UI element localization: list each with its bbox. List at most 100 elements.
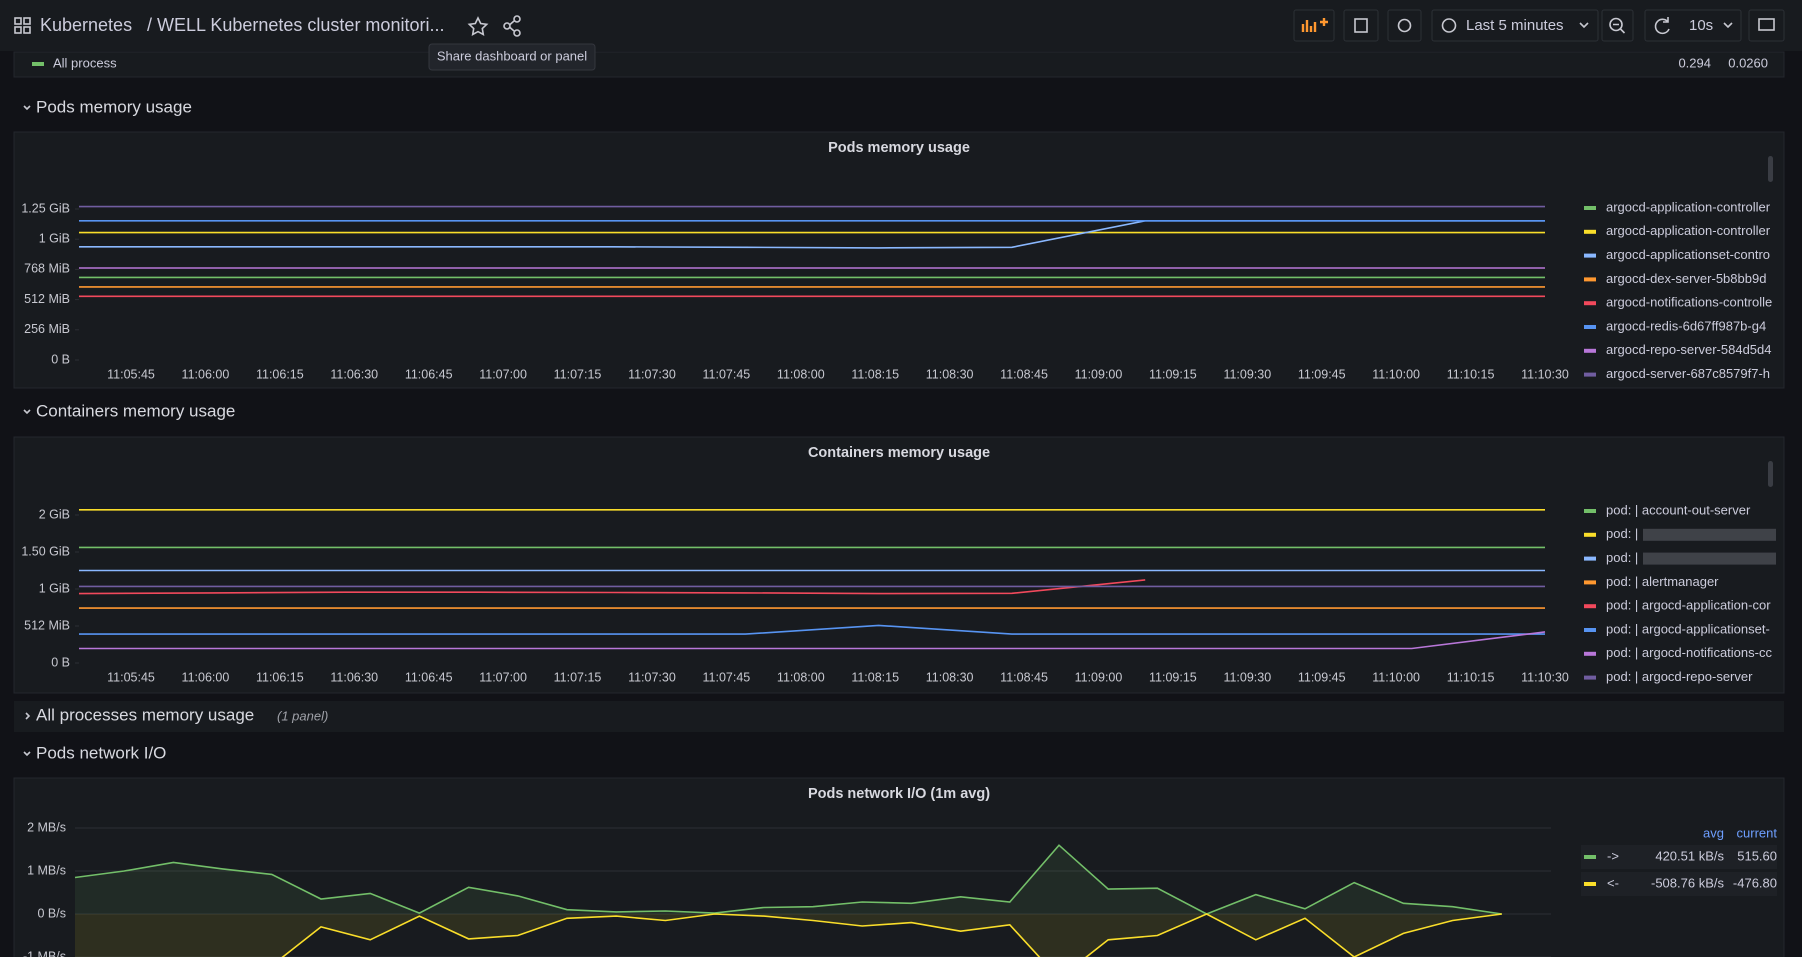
row-chevron[interactable] — [23, 105, 31, 111]
row-chevron[interactable] — [23, 751, 31, 757]
panel-tail — [13, 51, 1785, 78]
series-line — [78, 579, 1146, 595]
row-title[interactable]: Pods network I/O — [36, 743, 166, 762]
legend-value: 0.0260 — [1728, 55, 1768, 70]
row-title[interactable]: Pods memory usage — [36, 97, 192, 116]
x-tick-label: 11:05:45 — [107, 367, 155, 381]
x-tick-label: 11:10:30 — [1521, 367, 1569, 381]
legend-name: argocd-dex-server-5b8bb9d — [1606, 271, 1766, 286]
star-icon[interactable] — [467, 16, 489, 36]
legend-column-header: avg — [1703, 825, 1724, 840]
save-button[interactable] — [1343, 9, 1379, 42]
x-tick-label: 11:07:15 — [554, 367, 602, 381]
y-tick-label: 2 MB/s — [27, 820, 66, 834]
row-title[interactable]: All processes memory usage — [36, 705, 254, 724]
x-tick-label: 11:06:45 — [405, 670, 453, 684]
x-tick-label: 11:07:00 — [479, 367, 527, 381]
x-tick-label: 11:09:15 — [1149, 670, 1197, 684]
legend-marker — [1584, 277, 1596, 282]
y-tick-label: 512 MiB — [24, 292, 70, 306]
y-tick-label: 0 B — [51, 352, 70, 366]
x-tick-label: 11:09:45 — [1298, 367, 1346, 381]
panel-title: Pods memory usage — [828, 140, 970, 156]
legend-name: pod: | — [1606, 550, 1638, 565]
x-tick-label: 11:07:30 — [628, 367, 676, 381]
legend-name: argocd-application-controller — [1606, 199, 1771, 214]
collapsed-row — [14, 701, 1784, 732]
x-tick-label: 11:10:00 — [1372, 367, 1420, 381]
y-tick-label: 0 B/s — [38, 906, 67, 920]
legend: argocd-application-controller argocd-appl… — [1584, 199, 1772, 381]
y-tick-label: 0 B — [51, 655, 70, 669]
x-tick-label: 11:09:30 — [1223, 367, 1271, 381]
time-range: Last 5 minutes — [1466, 17, 1564, 34]
series-area — [75, 845, 1502, 914]
x-tick-label: 11:07:00 — [479, 670, 527, 684]
legend-current: -476.80 — [1733, 875, 1777, 890]
apps-icon[interactable] — [14, 17, 31, 34]
refresh-picker[interactable] — [1644, 9, 1742, 42]
legend-name: pod: | argocd-notifications-cc — [1606, 645, 1772, 660]
legend-name: pod: | argocd-application-cor — [1606, 598, 1771, 613]
time-picker[interactable] — [1431, 9, 1599, 42]
tv-mode-button[interactable] — [1748, 9, 1785, 42]
x-tick-label: 11:09:00 — [1075, 670, 1123, 684]
tooltip: Share dashboard or panel — [437, 48, 587, 63]
x-tick-label: 11:05:45 — [107, 670, 155, 684]
legend-marker — [1584, 532, 1596, 537]
y-tick-label: 1 GiB — [39, 581, 70, 595]
x-tick-label: 11:08:45 — [1000, 670, 1048, 684]
legend-marker — [1584, 229, 1596, 234]
zoom-out-button[interactable] — [1601, 9, 1634, 42]
x-tick-label: 11:10:15 — [1447, 670, 1495, 684]
series-area — [75, 914, 1502, 957]
breadcrumb-root[interactable]: Kubernetes — [40, 15, 132, 35]
legend: avg current -> 420.51 kB/s 515.60 <- -508.76 k… — [1581, 825, 1777, 896]
x-tick-label: 11:06:30 — [330, 670, 378, 684]
x-tick-label: 11:06:15 — [256, 367, 304, 381]
row-chevron[interactable] — [23, 409, 31, 415]
share-icon[interactable] — [503, 15, 521, 37]
x-tick-label: 11:08:00 — [777, 670, 825, 684]
legend-avg: 420.51 kB/s — [1655, 848, 1724, 863]
legend-name: argocd-redis-6d67ff987b-g4 — [1606, 318, 1766, 333]
legend-column-header: current — [1737, 825, 1778, 840]
settings-button[interactable] — [1387, 9, 1422, 42]
legend-marker — [1584, 253, 1596, 258]
redacted-blur — [1643, 552, 1776, 565]
save-icon — [1354, 18, 1368, 33]
x-tick-label: 11:09:00 — [1075, 367, 1123, 381]
chevron — [1723, 22, 1733, 29]
legend-current: 515.60 — [1737, 848, 1777, 863]
legend-name: pod: | — [1606, 526, 1638, 541]
legend: pod: | account-out-server pod: | pod: | pod… — [1584, 502, 1776, 684]
legend-marker — [1584, 372, 1596, 377]
legend-name: pod: | argocd-applicationset- — [1606, 621, 1770, 636]
refresh-interval: 10s — [1689, 17, 1713, 34]
y-tick-label: -1 MB/s — [23, 949, 66, 957]
y-tick-label: 1.25 GiB — [21, 201, 70, 215]
chevron — [1579, 22, 1589, 29]
row-title[interactable]: Containers memory usage — [36, 401, 235, 420]
row-chevron[interactable] — [25, 712, 31, 720]
series-line — [74, 844, 1502, 915]
legend-name: pod: | alertmanager — [1606, 574, 1719, 589]
legend-marker — [1584, 675, 1596, 680]
legend-name: pod: | account-out-server — [1606, 502, 1751, 517]
x-tick-label: 11:06:00 — [182, 367, 230, 381]
legend-marker — [32, 62, 44, 66]
breadcrumb-title[interactable]: / WELL Kubernetes cluster monitori... — [147, 15, 444, 35]
panel — [13, 436, 1785, 694]
x-tick-label: 11:06:45 — [405, 367, 453, 381]
legend-name: -> — [1607, 848, 1619, 863]
legend-marker — [1584, 556, 1596, 561]
y-tick-label: 2 GiB — [39, 507, 70, 521]
x-tick-label: 11:06:00 — [182, 670, 230, 684]
series-line — [79, 624, 1545, 635]
row-note: (1 panel) — [277, 708, 328, 723]
x-tick-label: 11:09:15 — [1149, 367, 1197, 381]
legend-name: argocd-application-controller — [1606, 223, 1771, 238]
legend-marker — [1584, 206, 1596, 210]
legend-name: <- — [1607, 875, 1619, 890]
